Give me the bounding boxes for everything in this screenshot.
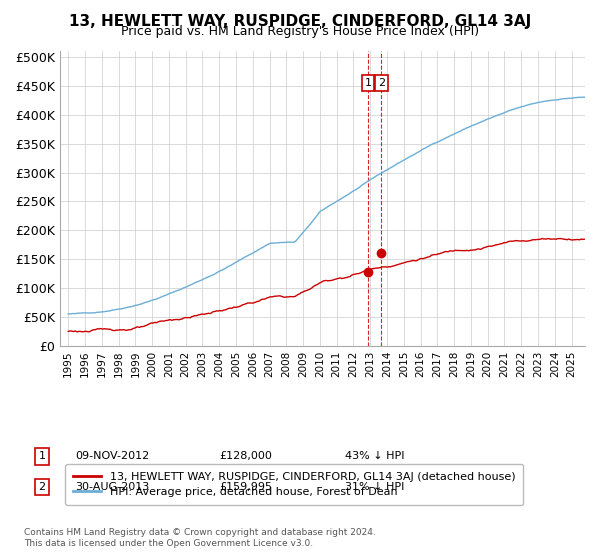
- Text: 2: 2: [378, 78, 385, 88]
- Text: 13, HEWLETT WAY, RUSPIDGE, CINDERFORD, GL14 3AJ: 13, HEWLETT WAY, RUSPIDGE, CINDERFORD, G…: [69, 14, 531, 29]
- Text: £128,000: £128,000: [219, 451, 272, 461]
- Legend: 13, HEWLETT WAY, RUSPIDGE, CINDERFORD, GL14 3AJ (detached house), HPI: Average p: 13, HEWLETT WAY, RUSPIDGE, CINDERFORD, G…: [65, 464, 523, 505]
- Text: 31% ↓ HPI: 31% ↓ HPI: [345, 482, 404, 492]
- Text: 1: 1: [38, 451, 46, 461]
- Text: 43% ↓ HPI: 43% ↓ HPI: [345, 451, 404, 461]
- Text: Contains HM Land Registry data © Crown copyright and database right 2024.
This d: Contains HM Land Registry data © Crown c…: [24, 528, 376, 548]
- Text: 30-AUG-2013: 30-AUG-2013: [75, 482, 149, 492]
- Text: 09-NOV-2012: 09-NOV-2012: [75, 451, 149, 461]
- Text: £159,995: £159,995: [219, 482, 272, 492]
- Text: 1: 1: [364, 78, 371, 88]
- Text: 2: 2: [38, 482, 46, 492]
- Text: Price paid vs. HM Land Registry's House Price Index (HPI): Price paid vs. HM Land Registry's House …: [121, 25, 479, 38]
